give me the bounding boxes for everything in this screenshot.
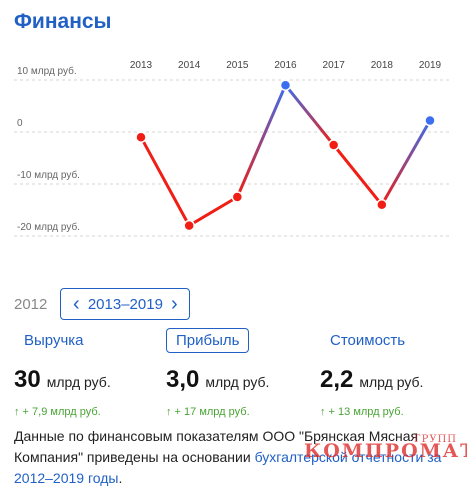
y-tick-label: -10 млрд руб.: [17, 169, 80, 181]
x-tick-label: 2015: [226, 60, 249, 71]
metric-value-row: 3,0 млрд руб.: [166, 366, 316, 394]
series-line-segment: [332, 143, 384, 207]
watermark-subtext: ГРУПП: [414, 434, 458, 445]
section-title: Финансы: [14, 10, 112, 33]
x-tick-label: 2016: [274, 60, 297, 71]
description-text: Данные по финансовым показателям ООО "Бр…: [14, 428, 419, 465]
metric-delta: ↑ + 13 млрд руб.: [320, 406, 404, 418]
accounting-report-link[interactable]: бухгалтерской отчетности за 2012–2019 го…: [14, 449, 442, 486]
x-tick-label: 2019: [419, 60, 442, 71]
data-point: [231, 191, 244, 203]
chevron-left-icon[interactable]: ‹: [73, 293, 80, 315]
tab-profit[interactable]: Прибыль: [166, 328, 250, 353]
metric-delta: ↑ + 17 млрд руб.: [166, 406, 250, 418]
data-point: [376, 199, 388, 211]
metric-profit: Прибыль 3,0 млрд руб. ↑ + 17 млрд руб.: [166, 328, 316, 418]
series-line-segment: [139, 135, 191, 228]
watermark-text: КОМПРОМАТ: [304, 440, 467, 462]
y-tick-label: 0: [17, 118, 23, 129]
data-point: [424, 114, 436, 127]
metric-value-cost: Стоимость 2,2 млрд руб. ↑ + 13 млрд руб.: [320, 328, 467, 418]
metric-unit: млрд руб.: [205, 374, 270, 390]
watermark: КОМПРОМАТ ГРУПП: [304, 434, 467, 462]
profit-line-chart: 10 млрд руб. 0 -10 млрд руб. -20 млрд руб. 2…: [0, 50, 467, 260]
metric-revenue: Выручка 30 млрд руб. ↑ + 7,9 млрд руб.: [14, 328, 164, 418]
metric-value-row: 30 млрд руб.: [14, 366, 164, 394]
series-line-segment: [187, 195, 239, 228]
metric-value: 3,0: [166, 366, 200, 393]
x-tick-label: 2013: [130, 60, 153, 71]
description-end: .: [118, 470, 123, 486]
data-point: [327, 139, 340, 151]
metric-unit: млрд руб.: [359, 374, 424, 390]
tab-cost[interactable]: Стоимость: [330, 332, 406, 349]
metric-unit: млрд руб.: [46, 374, 111, 390]
metric-value: 2,2: [320, 366, 354, 393]
year-range-picker[interactable]: ‹ 2013–2019 ›: [60, 288, 191, 320]
series-line-segment: [380, 119, 432, 207]
metric-value-row: 2,2 млрд руб.: [320, 366, 467, 394]
metric-delta: ↑ + 7,9 млрд руб.: [14, 406, 101, 418]
tab-revenue[interactable]: Выручка: [24, 332, 84, 349]
previous-year-label[interactable]: 2012: [14, 295, 48, 313]
chevron-right-icon[interactable]: ›: [171, 293, 178, 315]
series-line-segment: [235, 83, 287, 199]
y-tick-label: -20 млрд руб.: [17, 221, 80, 233]
chart-svg: 10 млрд руб. 0 -10 млрд руб. -20 млрд руб. 2…: [14, 60, 452, 237]
data-point: [279, 79, 292, 91]
x-tick-label: 2018: [371, 60, 394, 71]
x-tick-label: 2014: [178, 60, 201, 71]
y-tick-label: 10 млрд руб.: [17, 65, 77, 77]
description-paragraph: Данные по финансовым показателям ООО "Бр…: [14, 426, 454, 486]
data-point: [135, 131, 147, 143]
x-tick-label: 2017: [323, 60, 346, 71]
series-line-segment: [284, 83, 336, 147]
data-point: [183, 219, 195, 232]
year-range-text: 2013–2019: [87, 295, 163, 313]
metric-value: 30: [14, 366, 41, 393]
period-selector: 2012 ‹ 2013–2019 ›: [14, 288, 191, 320]
